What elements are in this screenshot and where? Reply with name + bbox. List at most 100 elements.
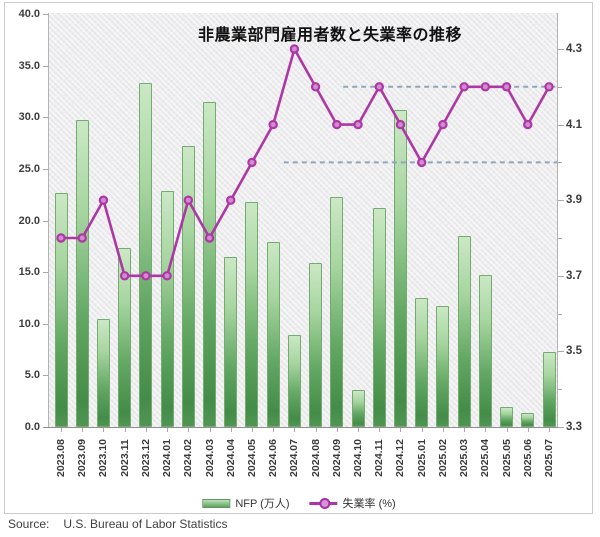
x-axis-tick bbox=[400, 428, 402, 432]
left-axis-label: 10.0 bbox=[18, 317, 40, 330]
right-axis-tick bbox=[558, 275, 564, 277]
right-axis-tick bbox=[558, 86, 562, 88]
right-axis-tick bbox=[558, 200, 564, 202]
right-axis-tick bbox=[558, 427, 564, 428]
left-axis-tick bbox=[43, 272, 48, 274]
left-axis-tick bbox=[43, 117, 48, 119]
bar-2024.11 bbox=[372, 208, 386, 427]
chart-title: 非農業部門雇用者数と失業率の推移 bbox=[197, 27, 463, 44]
left-axis-label: 0.0 bbox=[24, 421, 40, 433]
bar-2024.10 bbox=[351, 389, 365, 427]
legend: NFP (万人) 失業率 (%) bbox=[202, 495, 396, 511]
x-axis-label: 2024.07 bbox=[288, 439, 301, 477]
x-axis-tick bbox=[82, 428, 84, 432]
right-axis-spine bbox=[557, 13, 558, 427]
unemployment-line-swatch-icon bbox=[309, 498, 338, 509]
x-axis-tick bbox=[315, 428, 317, 432]
x-axis-tick bbox=[188, 428, 190, 432]
legend-nfp-label: NFP (万人) bbox=[235, 498, 290, 510]
x-axis-label: 2023.10 bbox=[97, 439, 110, 477]
left-axis-label: 25.0 bbox=[18, 162, 40, 175]
bar-2025.06 bbox=[521, 412, 535, 427]
bar-2024.01 bbox=[160, 190, 174, 427]
x-axis-label: 2023.08 bbox=[55, 439, 67, 477]
left-axis-label: 5.0 bbox=[24, 369, 40, 382]
x-axis-label: 2025.04 bbox=[479, 439, 492, 477]
left-axis-tick bbox=[43, 375, 48, 377]
bar-2024.12 bbox=[393, 110, 407, 427]
bar-2024.04 bbox=[224, 256, 238, 427]
left-axis-spine bbox=[48, 13, 49, 427]
left-axis-label: 20.0 bbox=[18, 214, 40, 227]
x-axis-label: 2023.11 bbox=[118, 439, 131, 477]
right-axis-tick bbox=[558, 124, 564, 126]
right-axis-label: 3.9 bbox=[566, 194, 582, 207]
x-axis-tick bbox=[124, 428, 126, 432]
x-axis-tick bbox=[167, 428, 169, 432]
x-axis-label: 2024.02 bbox=[182, 439, 195, 477]
bar-2023.11 bbox=[118, 248, 132, 427]
bar-2025.02 bbox=[436, 306, 450, 427]
x-axis-label: 2023.09 bbox=[76, 439, 89, 477]
nfp-bar-swatch-icon bbox=[202, 498, 231, 508]
legend-item-nfp: NFP (万人) bbox=[202, 495, 290, 511]
bar-2024.09 bbox=[330, 196, 344, 427]
x-axis-tick bbox=[230, 428, 232, 432]
x-axis-label: 2025.05 bbox=[500, 439, 513, 477]
left-axis-label: 40.0 bbox=[18, 8, 40, 20]
x-axis-label: 2023.12 bbox=[139, 439, 152, 477]
left-axis-label: 30.0 bbox=[18, 111, 40, 124]
bar-2024.03 bbox=[203, 101, 217, 427]
bar-2024.05 bbox=[245, 201, 259, 427]
bar-2024.06 bbox=[266, 242, 280, 427]
right-axis-label: 3.5 bbox=[566, 345, 582, 358]
right-axis-tick bbox=[558, 238, 562, 239]
x-axis-tick bbox=[379, 428, 381, 432]
bar-2024.07 bbox=[287, 335, 301, 427]
x-axis-label: 2024.10 bbox=[352, 439, 365, 477]
right-axis-label: 4.1 bbox=[566, 118, 582, 131]
bar-2023.10 bbox=[96, 318, 110, 427]
left-axis-label: 35.0 bbox=[18, 59, 40, 72]
x-axis-label: 2024.08 bbox=[309, 439, 322, 477]
x-axis-tick bbox=[61, 428, 62, 432]
x-axis-line bbox=[44, 427, 558, 428]
x-axis-tick bbox=[485, 428, 487, 432]
x-axis-tick bbox=[506, 428, 508, 432]
x-axis-tick bbox=[464, 428, 466, 432]
bar-2025.05 bbox=[500, 407, 514, 427]
x-axis-label: 2024.09 bbox=[330, 439, 343, 477]
source-text: U.S. Bureau of Labor Statistics bbox=[63, 517, 228, 531]
x-axis-tick bbox=[421, 428, 423, 432]
right-axis-tick bbox=[558, 162, 562, 164]
x-axis-label: 2025.01 bbox=[415, 439, 428, 477]
x-axis-tick bbox=[294, 428, 296, 432]
x-axis-tick bbox=[527, 428, 529, 432]
right-axis-label: 3.3 bbox=[566, 421, 582, 433]
right-axis-label: 4.3 bbox=[566, 43, 582, 55]
left-axis-tick bbox=[43, 323, 48, 325]
x-axis-label: 2025.06 bbox=[521, 439, 534, 477]
source-row: Source: U.S. Bureau of Labor Statistics bbox=[8, 517, 227, 531]
bar-2025.04 bbox=[478, 275, 492, 427]
x-axis-tick bbox=[103, 428, 105, 432]
x-axis-tick bbox=[209, 428, 211, 432]
left-axis-tick bbox=[43, 14, 48, 15]
bar-2025.03 bbox=[457, 235, 471, 427]
x-axis-tick bbox=[273, 428, 275, 432]
bar-2023.12 bbox=[139, 83, 153, 427]
x-axis-tick bbox=[336, 428, 338, 432]
x-axis-label: 2024.12 bbox=[394, 439, 407, 477]
x-axis-label: 2024.05 bbox=[245, 439, 258, 477]
left-axis-label: 15.0 bbox=[18, 266, 40, 279]
x-axis-label: 2024.04 bbox=[224, 439, 237, 477]
x-axis-tick bbox=[442, 428, 444, 432]
x-axis-label: 2025.07 bbox=[543, 439, 555, 477]
left-axis-tick bbox=[43, 168, 48, 170]
x-axis-tick bbox=[358, 428, 360, 432]
bar-2024.02 bbox=[181, 146, 195, 427]
right-axis-tick bbox=[558, 351, 564, 353]
bar-2024.08 bbox=[309, 262, 323, 427]
x-axis-tick bbox=[145, 428, 147, 432]
x-axis-label: 2024.06 bbox=[267, 439, 280, 477]
